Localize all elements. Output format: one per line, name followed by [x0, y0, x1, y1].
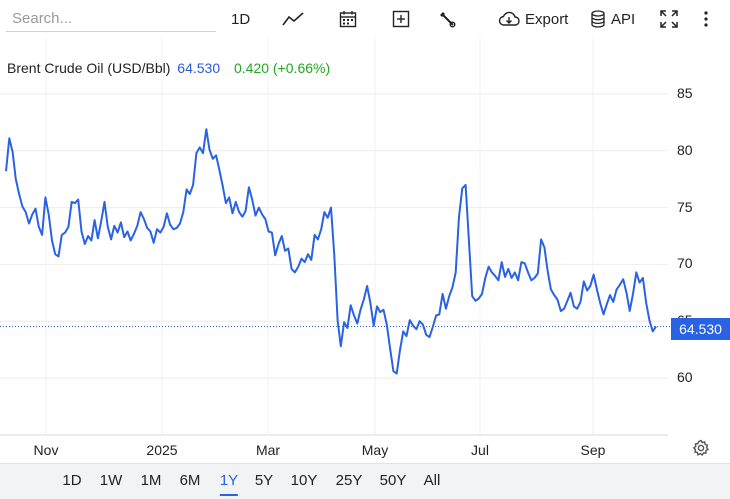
export-label: Export — [525, 10, 569, 28]
range-button-6m[interactable]: 6M — [179, 472, 201, 489]
chart-legend: Brent Crude Oil (USD/Bbl) 64.530 0.420 (… — [7, 60, 330, 76]
series-line-brent[interactable] — [5, 128, 657, 375]
gear-icon — [692, 439, 710, 456]
x-tick-label-mar: Mar — [255, 442, 281, 458]
y-tick-label-60: 60 — [677, 369, 693, 385]
price-change: 0.420 (+0.66%) — [234, 60, 331, 76]
instrument-name: Brent Crude Oil (USD/Bbl) — [7, 60, 171, 76]
more-options-button[interactable] — [703, 0, 709, 38]
chart-settings-button[interactable] — [692, 439, 710, 462]
range-button-1m[interactable]: 1M — [140, 472, 162, 489]
add-indicator-button[interactable] — [392, 0, 410, 38]
x-tick-label-2025: 2025 — [146, 442, 178, 458]
x-tick-label-sep: Sep — [580, 442, 606, 458]
interval-label: 1D — [231, 10, 251, 28]
date-range-button[interactable] — [339, 0, 357, 38]
range-button-1w[interactable]: 1W — [99, 472, 123, 489]
plus-box-icon — [392, 10, 410, 28]
api-button[interactable]: API — [590, 0, 635, 38]
chart-type-button[interactable] — [282, 0, 304, 38]
range-button-10y[interactable]: 10Y — [290, 472, 318, 489]
fullscreen-button[interactable] — [660, 0, 678, 38]
wrench-icon — [440, 12, 456, 28]
cloud-download-icon — [498, 11, 520, 26]
x-tick-label-jul: Jul — [471, 442, 489, 458]
line-chart-icon — [282, 12, 304, 26]
range-button-5y[interactable]: 5Y — [254, 472, 274, 489]
last-price-tag: 64.530 — [671, 318, 730, 340]
range-button-1y[interactable]: 1Y — [219, 472, 239, 496]
toolbar: 1D Exp — [0, 0, 730, 38]
x-tick-label-may: May — [361, 442, 389, 458]
range-button-25y[interactable]: 25Y — [335, 472, 363, 489]
interval-button[interactable]: 1D — [231, 0, 250, 38]
vertical-dots-icon — [704, 11, 708, 27]
api-label: API — [611, 10, 636, 28]
database-icon — [591, 10, 605, 28]
search-input[interactable] — [6, 6, 216, 32]
current-price: 64.530 — [177, 60, 221, 76]
export-button[interactable]: Export — [498, 0, 568, 38]
y-tick-label-70: 70 — [677, 255, 693, 272]
y-tick-label-75: 75 — [677, 198, 693, 215]
y-tick-label-85: 85 — [677, 85, 693, 101]
range-selector: 1D 1W 1M 6M 1Y 5Y 10Y 25Y 50Y All — [0, 463, 730, 499]
chart-area[interactable] — [0, 38, 730, 463]
range-button-1d[interactable]: 1D — [62, 472, 82, 489]
range-button-50y[interactable]: 50Y — [379, 472, 407, 489]
range-button-all[interactable]: All — [423, 472, 441, 489]
y-tick-label-80: 80 — [677, 141, 693, 158]
x-tick-label-nov: Nov — [33, 442, 59, 458]
fullscreen-icon — [660, 10, 678, 28]
price-chart[interactable] — [0, 38, 730, 463]
settings-tools-button[interactable] — [438, 0, 456, 38]
calendar-icon — [339, 11, 357, 28]
